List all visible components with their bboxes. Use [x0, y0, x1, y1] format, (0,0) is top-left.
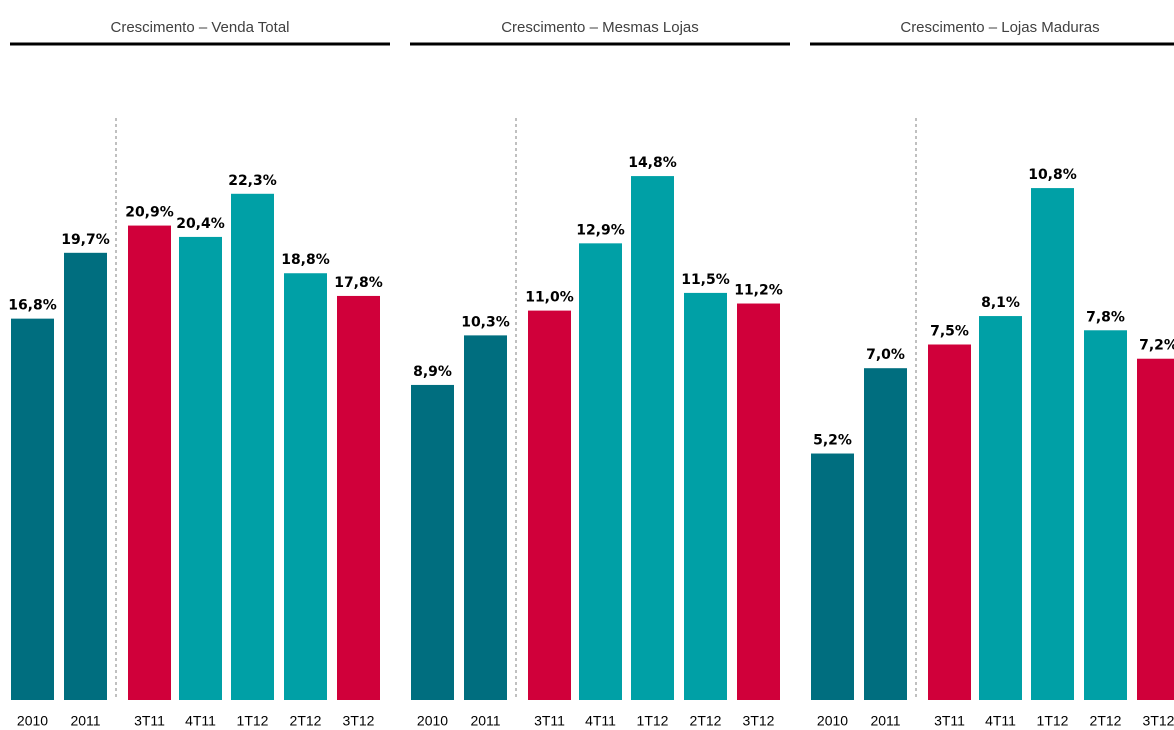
value-label: 10,8%	[1028, 167, 1077, 183]
value-label: 18,8%	[281, 252, 330, 268]
x-tick-label: 2T12	[1090, 713, 1122, 729]
bar	[684, 292, 727, 700]
value-label: 7,8%	[1086, 309, 1125, 325]
bar	[64, 252, 107, 700]
x-tick-label: 2010	[817, 713, 848, 729]
x-tick-label: 2011	[70, 713, 100, 729]
bar	[864, 368, 907, 700]
bar	[811, 453, 854, 700]
chart-title: Crescimento – Lojas Maduras	[900, 19, 1099, 36]
bar	[231, 193, 274, 701]
x-tick-label: 3T12	[343, 713, 375, 729]
bar	[1137, 358, 1174, 700]
value-label: 10,3%	[461, 314, 510, 330]
x-tick-label: 1T12	[237, 713, 269, 729]
x-tick-label: 3T11	[134, 713, 165, 729]
x-tick-label: 3T11	[534, 713, 565, 729]
x-tick-label: 3T12	[743, 713, 775, 729]
bar	[631, 176, 674, 700]
bar	[737, 303, 780, 700]
value-label: 8,9%	[413, 364, 452, 380]
bar	[528, 310, 571, 700]
x-tick-label: 3T11	[934, 713, 965, 729]
value-label: 20,4%	[176, 216, 225, 232]
bar	[1084, 330, 1127, 700]
bar	[11, 318, 54, 700]
bar	[928, 344, 971, 700]
x-tick-label: 2010	[17, 713, 48, 729]
bar	[128, 225, 171, 700]
x-tick-label: 4T11	[985, 713, 1016, 729]
x-tick-label: 2T12	[690, 713, 722, 729]
chart-title: Crescimento – Mesmas Lojas	[501, 19, 699, 36]
bar	[979, 316, 1022, 700]
value-label: 7,0%	[866, 347, 905, 363]
x-tick-label: 2T12	[290, 713, 322, 729]
x-tick-label: 2011	[870, 713, 900, 729]
x-tick-label: 2011	[470, 713, 500, 729]
bar	[411, 384, 454, 700]
x-tick-label: 3T12	[1143, 713, 1174, 729]
x-tick-label: 1T12	[1037, 713, 1069, 729]
value-label: 14,8%	[628, 155, 677, 171]
bar	[579, 243, 622, 700]
x-tick-label: 4T11	[185, 713, 216, 729]
x-tick-label: 1T12	[637, 713, 669, 729]
bar	[1031, 188, 1074, 700]
value-label: 17,8%	[334, 275, 383, 291]
value-label: 12,9%	[576, 222, 625, 238]
value-label: 22,3%	[228, 173, 277, 189]
bar	[464, 335, 507, 700]
value-label: 7,5%	[930, 324, 969, 340]
value-label: 5,2%	[813, 433, 852, 449]
x-tick-label: 4T11	[585, 713, 616, 729]
value-label: 11,5%	[681, 272, 730, 288]
value-label: 11,0%	[525, 290, 574, 306]
value-label: 8,1%	[981, 295, 1020, 311]
value-label: 11,2%	[734, 283, 783, 299]
chart-title: Crescimento – Venda Total	[111, 19, 290, 36]
value-label: 16,8%	[8, 298, 57, 314]
bar	[179, 236, 222, 701]
value-label: 19,7%	[61, 232, 110, 248]
value-label: 20,9%	[125, 205, 174, 221]
bar	[337, 295, 380, 700]
bar	[284, 273, 327, 700]
x-tick-label: 2010	[417, 713, 448, 729]
value-label: 7,2%	[1139, 338, 1174, 354]
